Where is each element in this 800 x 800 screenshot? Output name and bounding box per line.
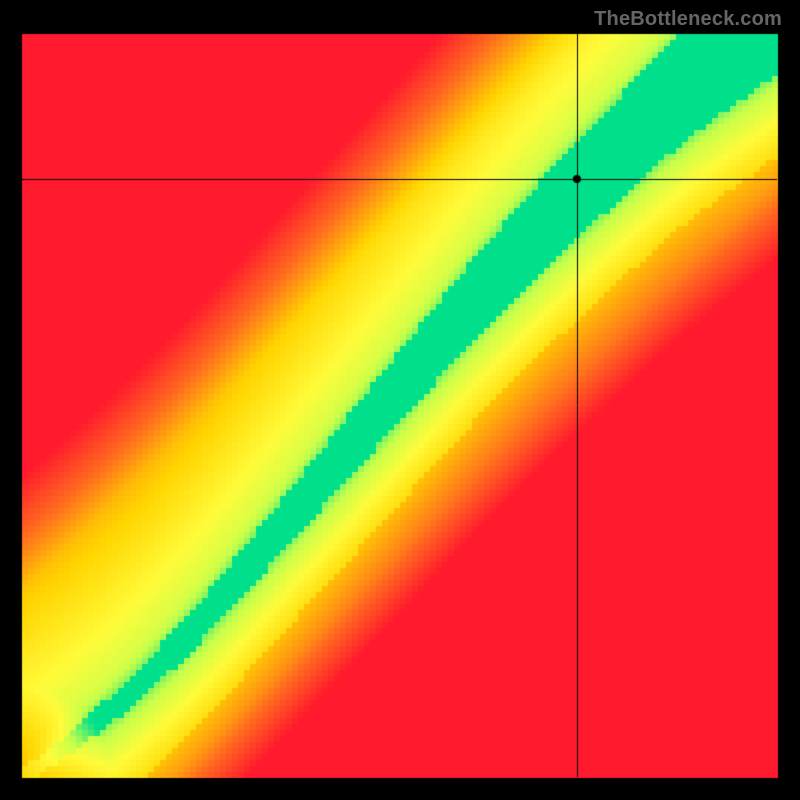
chart-container: TheBottleneck.com bbox=[0, 0, 800, 800]
watermark-text: TheBottleneck.com bbox=[594, 8, 782, 31]
heatmap-canvas bbox=[0, 0, 800, 800]
